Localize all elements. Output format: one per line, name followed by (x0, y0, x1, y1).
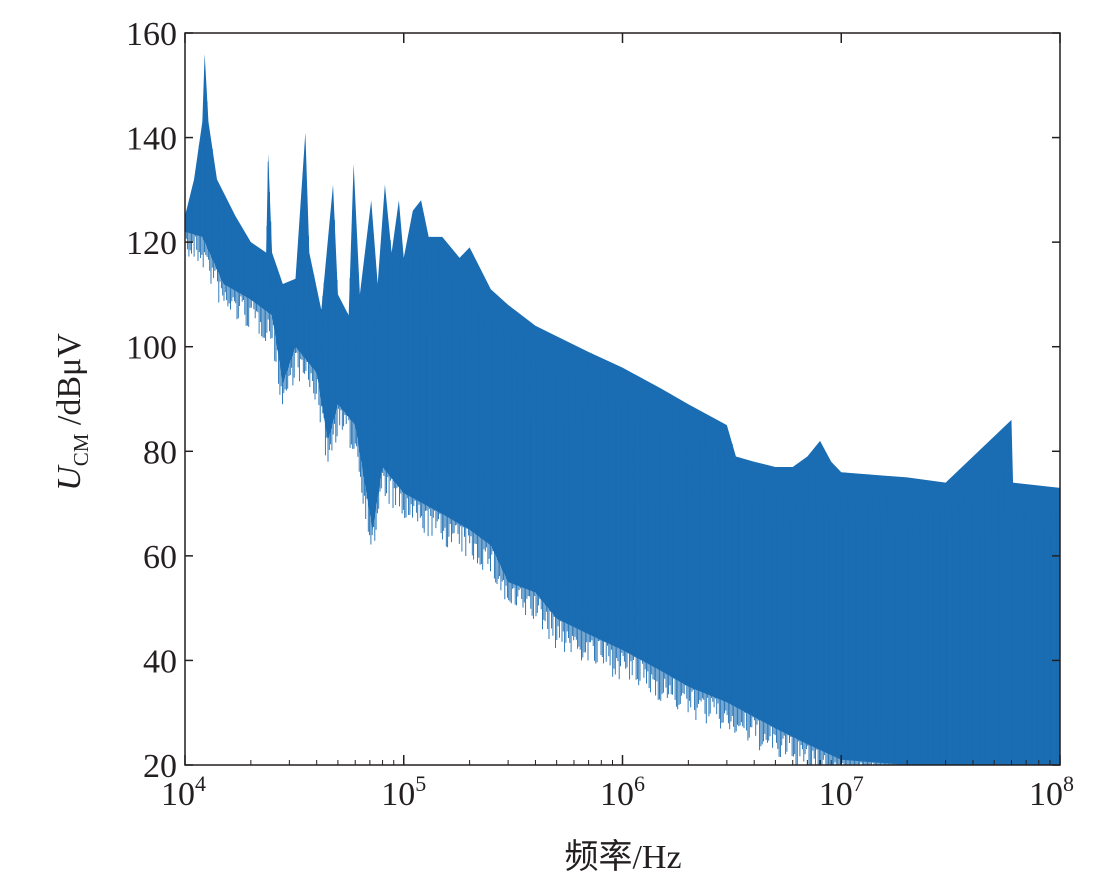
y-axis-subscript: CM (69, 433, 93, 466)
y-axis-unit: /dBμV (51, 333, 88, 434)
y-axis-symbol: U (51, 464, 88, 491)
x-tick-label: 108 (1029, 771, 1074, 813)
axes: 20 40 60 80 100 120 140 160 104 105 106 107 108 (126, 16, 1074, 813)
x-tick-label: 106 (600, 771, 645, 813)
spectrum-line (185, 71, 1060, 765)
y-tick-label: 80 (143, 434, 177, 471)
y-tick-label: 160 (126, 16, 177, 53)
y-tick-label: 60 (143, 539, 177, 576)
x-axis-title: 频率/Hz (564, 838, 681, 876)
y-axis-title: UCM /dBμV (51, 333, 93, 491)
x-tick-label: 104 (161, 771, 206, 813)
y-tick-label: 100 (126, 330, 177, 367)
y-tick-label: 140 (126, 121, 177, 158)
x-tick-label: 105 (381, 771, 426, 813)
x-tick-label: 107 (819, 771, 864, 813)
y-tick-label: 20 (143, 748, 177, 785)
y-tick-label: 120 (126, 225, 177, 262)
y-tick-label: 40 (143, 643, 177, 680)
plot-area (185, 53, 1060, 765)
